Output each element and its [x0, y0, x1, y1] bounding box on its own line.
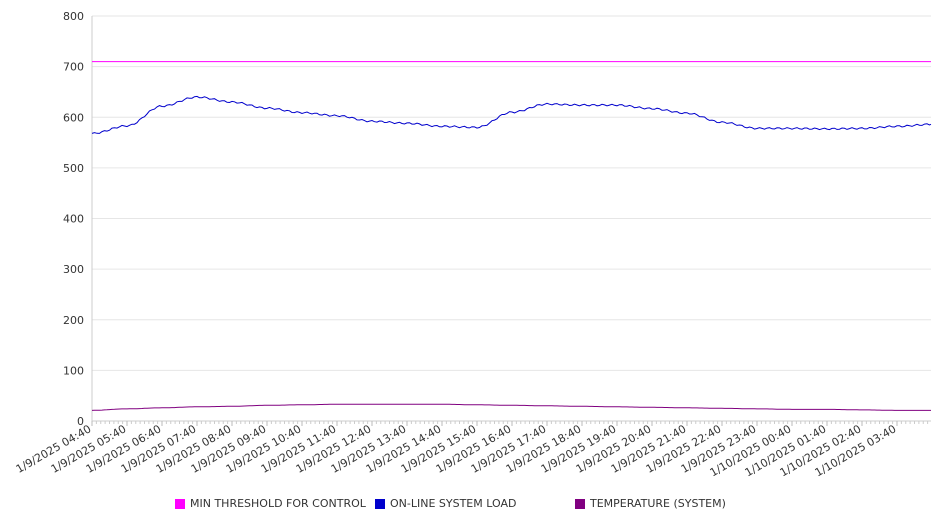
- y-tick-label-600: 600: [63, 111, 84, 124]
- legend-item-min-threshold: MIN THRESHOLD FOR CONTROL: [175, 497, 366, 510]
- legend-swatch-min-threshold: [175, 498, 185, 509]
- y-tick-label-0: 0: [77, 415, 84, 428]
- legend-label-system-load: ON-LINE SYSTEM LOAD: [390, 497, 517, 510]
- series-line-on-line-system-load: [91, 95, 932, 134]
- legend-item-system-load: ON-LINE SYSTEM LOAD: [375, 497, 516, 510]
- y-tick-label-200: 200: [63, 314, 84, 327]
- y-tick-label-300: 300: [63, 263, 84, 276]
- y-tick-label-500: 500: [63, 162, 84, 175]
- legend-swatch-temperature: [575, 498, 585, 509]
- legend-swatch-system-load: [375, 498, 385, 509]
- legend: MIN THRESHOLD FOR CONTROL ON-LINE SYSTEM…: [0, 497, 946, 515]
- y-tick-label-800: 800: [63, 10, 84, 23]
- legend-item-temperature: TEMPERATURE (SYSTEM): [575, 497, 726, 510]
- y-tick-label-100: 100: [63, 364, 84, 377]
- legend-label-temperature: TEMPERATURE (SYSTEM): [590, 497, 726, 510]
- y-tick-label-400: 400: [63, 213, 84, 226]
- legend-label-min-threshold: MIN THRESHOLD FOR CONTROL: [190, 497, 366, 510]
- series-line-temperature-system: [91, 403, 931, 411]
- y-tick-label-700: 700: [63, 61, 84, 74]
